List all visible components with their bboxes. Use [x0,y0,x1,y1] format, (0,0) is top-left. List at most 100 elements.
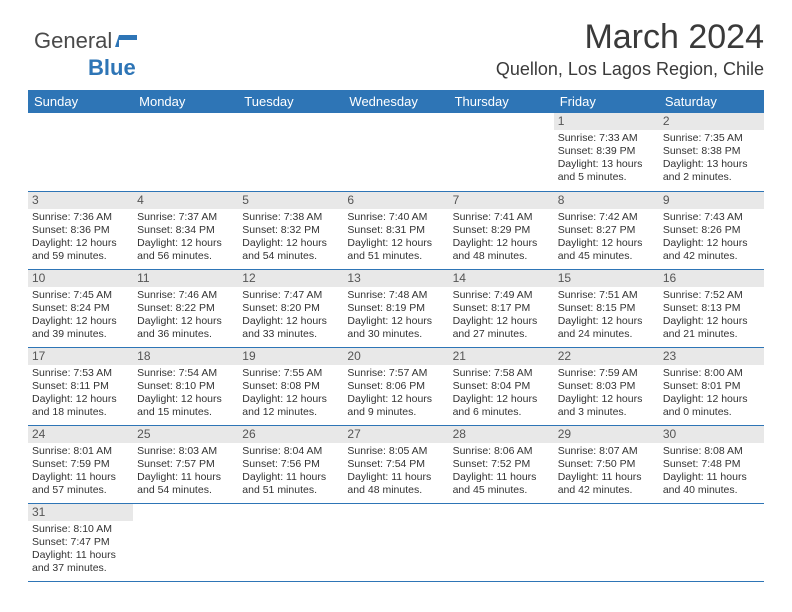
weekday-header: Thursday [449,90,554,113]
daylight-line: Daylight: 12 hours and 6 minutes. [453,393,550,419]
calendar-cell: 17Sunrise: 7:53 AMSunset: 8:11 PMDayligh… [28,347,133,425]
daylight-line: Daylight: 12 hours and 45 minutes. [558,237,655,263]
calendar-cell: 9Sunrise: 7:43 AMSunset: 8:26 PMDaylight… [659,191,764,269]
calendar-cell: 27Sunrise: 8:05 AMSunset: 7:54 PMDayligh… [343,425,448,503]
calendar-cell: 8 Sunrise: 7:42 AMSunset: 8:27 PMDaylight… [554,191,659,269]
day-number: 29 [554,426,659,443]
brand-part1: General [34,28,112,53]
calendar-row: 24Sunrise: 8:01 AMSunset: 7:59 PMDayligh… [28,425,764,503]
day-number: 1 [554,113,659,130]
sunrise-line: Sunrise: 8:03 AM [137,445,234,458]
day-number: 7 [449,192,554,209]
daylight-line: Daylight: 11 hours and 45 minutes. [453,471,550,497]
calendar-table: SundayMondayTuesdayWednesdayThursdayFrid… [28,90,764,582]
daylight-line: Daylight: 11 hours and 54 minutes. [137,471,234,497]
sunrise-line: Sunrise: 7:35 AM [663,132,760,145]
day-number: 15 [554,270,659,287]
calendar-cell: 21Sunrise: 7:58 AMSunset: 8:04 PMDayligh… [449,347,554,425]
calendar-cell [554,503,659,581]
calendar-row: 3 Sunrise: 7:36 AMSunset: 8:36 PM Daylight… [28,191,764,269]
calendar-row: 10Sunrise: 7:45 AMSunset: 8:24 PMDayligh… [28,269,764,347]
calendar-cell: 5Sunrise: 7:38 AMSunset: 8:32 PMDaylight… [238,191,343,269]
day-number: 8 [554,192,659,209]
sunset-line: Sunset: 7:57 PM [137,458,234,471]
calendar-cell: 16Sunrise: 7:52 AMSunset: 8:13 PMDayligh… [659,269,764,347]
calendar-row: 1Sunrise: 7:33 AMSunset: 8:39 PMDaylight… [28,113,764,191]
weekday-header: Friday [554,90,659,113]
daylight-line: Daylight: 12 hours and 3 minutes. [558,393,655,419]
sunrise-line: Sunrise: 7:33 AM [558,132,655,145]
sunrise-line: Sunrise: 7:51 AM [558,289,655,302]
calendar-cell: 24Sunrise: 8:01 AMSunset: 7:59 PMDayligh… [28,425,133,503]
calendar-cell: 28Sunrise: 8:06 AMSunset: 7:52 PMDayligh… [449,425,554,503]
calendar-cell: 29Sunrise: 8:07 AMSunset: 7:50 PMDayligh… [554,425,659,503]
sunset-line: Sunset: 7:48 PM [663,458,760,471]
calendar-cell: 25Sunrise: 8:03 AMSunset: 7:57 PMDayligh… [133,425,238,503]
sunrise-line: Sunrise: 7:36 AM [32,211,129,224]
sunrise-line: Sunrise: 7:40 AM [347,211,444,224]
sunset-line: Sunset: 7:50 PM [558,458,655,471]
page-subtitle: Quellon, Los Lagos Region, Chile [28,59,764,80]
calendar-cell: 26Sunrise: 8:04 AMSunset: 7:56 PMDayligh… [238,425,343,503]
sunset-line: Sunset: 8:17 PM [453,302,550,315]
day-number: 17 [28,348,133,365]
sunset-line: Sunset: 7:56 PM [242,458,339,471]
sunset-line: Sunset: 8:31 PM [347,224,444,237]
day-number: 4 [133,192,238,209]
daylight-line: Daylight: 12 hours and 21 minutes. [663,315,760,341]
sunset-line: Sunset: 8:34 PM [137,224,234,237]
sunset-line: Sunset: 8:03 PM [558,380,655,393]
daylight-line: Daylight: 12 hours and 27 minutes. [453,315,550,341]
calendar-cell [133,503,238,581]
sunrise-line: Sunrise: 7:41 AM [453,211,550,224]
sunset-line: Sunset: 8:06 PM [347,380,444,393]
sunrise-line: Sunrise: 7:59 AM [558,367,655,380]
title-block: March 2024 Quellon, Los Lagos Region, Ch… [28,18,764,80]
day-number: 11 [133,270,238,287]
day-number: 26 [238,426,343,443]
sunset-line: Sunset: 8:22 PM [137,302,234,315]
sunrise-line: Sunrise: 8:01 AM [32,445,129,458]
sunrise-line: Sunrise: 7:42 AM [558,211,655,224]
sunset-line: Sunset: 8:10 PM [137,380,234,393]
day-number: 21 [449,348,554,365]
calendar-header: SundayMondayTuesdayWednesdayThursdayFrid… [28,90,764,113]
sunrise-line: Sunrise: 8:08 AM [663,445,760,458]
weekday-header: Wednesday [343,90,448,113]
calendar-row: 31Sunrise: 8:10 AMSunset: 7:47 PMDayligh… [28,503,764,581]
sunrise-line: Sunrise: 8:07 AM [558,445,655,458]
sunset-line: Sunset: 7:54 PM [347,458,444,471]
weekday-header: Saturday [659,90,764,113]
sunrise-line: Sunrise: 8:06 AM [453,445,550,458]
daylight-line: Daylight: 11 hours and 51 minutes. [242,471,339,497]
sunset-line: Sunset: 8:11 PM [32,380,129,393]
calendar-cell: 19Sunrise: 7:55 AMSunset: 8:08 PMDayligh… [238,347,343,425]
calendar-cell: 6Sunrise: 7:40 AMSunset: 8:31 PMDaylight… [343,191,448,269]
calendar-cell [28,113,133,191]
daylight-line: Daylight: 12 hours and 0 minutes. [663,393,760,419]
brand-logo: General Blue [34,28,137,81]
calendar-cell: 2Sunrise: 7:35 AMSunset: 8:38 PMDaylight… [659,113,764,191]
sunrise-line: Sunrise: 7:46 AM [137,289,234,302]
daylight-line: Daylight: 11 hours and 37 minutes. [32,549,129,575]
sunset-line: Sunset: 8:24 PM [32,302,129,315]
sunset-line: Sunset: 8:36 PM [32,224,129,237]
sunrise-line: Sunrise: 7:55 AM [242,367,339,380]
daylight-line: Daylight: 12 hours and 42 minutes. [663,237,760,263]
day-number: 2 [659,113,764,130]
daylight-line: Daylight: 12 hours and 48 minutes. [453,237,550,263]
day-number: 3 [28,192,133,209]
calendar-cell: 12Sunrise: 7:47 AMSunset: 8:20 PMDayligh… [238,269,343,347]
sunset-line: Sunset: 8:13 PM [663,302,760,315]
day-number: 5 [238,192,343,209]
calendar-cell: 10Sunrise: 7:45 AMSunset: 8:24 PMDayligh… [28,269,133,347]
sunset-line: Sunset: 8:26 PM [663,224,760,237]
day-number: 9 [659,192,764,209]
daylight-line: Daylight: 12 hours and 30 minutes. [347,315,444,341]
sunset-line: Sunset: 8:27 PM [558,224,655,237]
sunrise-line: Sunrise: 8:05 AM [347,445,444,458]
sunrise-line: Sunrise: 8:00 AM [663,367,760,380]
calendar-cell: 3Sunrise: 7:36 AMSunset: 8:36 PMDaylight… [28,191,133,269]
calendar-cell: 11Sunrise: 7:46 AMSunset: 8:22 PMDayligh… [133,269,238,347]
calendar-body: 1Sunrise: 7:33 AMSunset: 8:39 PMDaylight… [28,113,764,581]
